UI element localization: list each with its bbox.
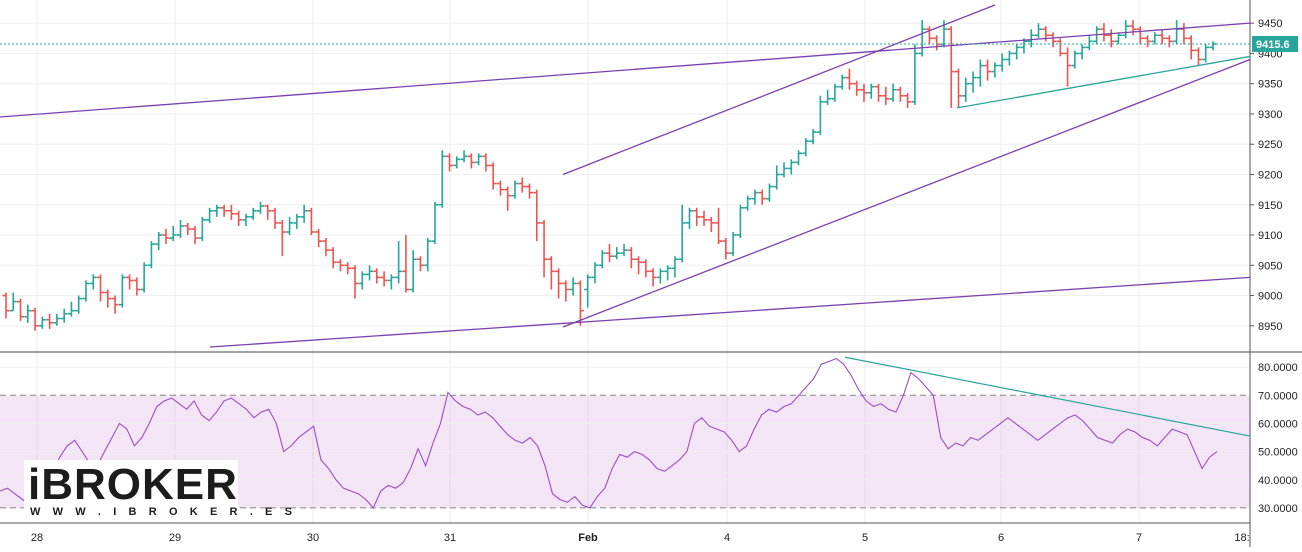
rsi-trendline xyxy=(844,356,1251,437)
ibroker-logo: iBROKER W W W . I B R O K E R . E S xyxy=(24,460,292,522)
rsi-tick-label: 80.0000 xyxy=(1258,362,1298,374)
price-tick-label: 9450 xyxy=(1258,18,1282,30)
rsi-line xyxy=(0,357,1218,509)
time-tick-label: 29 xyxy=(169,532,181,544)
trendline xyxy=(209,276,1251,348)
price-tick-label: 8950 xyxy=(1258,321,1282,333)
trendline xyxy=(562,58,1251,328)
rsi-tick-label: 40.0000 xyxy=(1258,475,1298,487)
time-tick-label: 30 xyxy=(307,532,319,544)
rsi-tick-label: 30.0000 xyxy=(1258,503,1298,515)
time-tick-label: 18: xyxy=(1234,532,1249,544)
time-tick-label: 6 xyxy=(998,532,1004,544)
logo-url: W W W . I B R O K E R . E S xyxy=(30,506,297,518)
price-tick-label: 9300 xyxy=(1258,109,1282,121)
time-tick-label: Feb xyxy=(578,532,598,544)
price-tick-label: 9200 xyxy=(1258,169,1282,181)
price-tick-label: 9000 xyxy=(1258,291,1282,303)
time-tick-label: 31 xyxy=(444,532,456,544)
time-tick-label: 4 xyxy=(724,532,730,544)
price-tick-label: 9350 xyxy=(1258,79,1282,91)
rsi-tick-label: 70.0000 xyxy=(1258,390,1298,402)
time-tick-label: 5 xyxy=(862,532,868,544)
logo-brand: iBROKER xyxy=(28,460,238,509)
time-tick-label: 28 xyxy=(31,532,43,544)
time-tick-label: 7 xyxy=(1136,532,1142,544)
trendline xyxy=(0,22,1251,118)
price-tick-label: 9150 xyxy=(1258,200,1282,212)
last-price-label: 9415.6 xyxy=(1256,39,1290,51)
rsi-tick-label: 50.0000 xyxy=(1258,447,1298,459)
price-tick-label: 9100 xyxy=(1258,230,1282,242)
rsi-tick-label: 60.0000 xyxy=(1258,418,1298,430)
price-tick-label: 9050 xyxy=(1258,260,1282,272)
last-price-box xyxy=(1252,35,1298,52)
price-tick-label: 9250 xyxy=(1258,139,1282,151)
trendline xyxy=(956,55,1251,109)
trendline xyxy=(562,4,996,176)
